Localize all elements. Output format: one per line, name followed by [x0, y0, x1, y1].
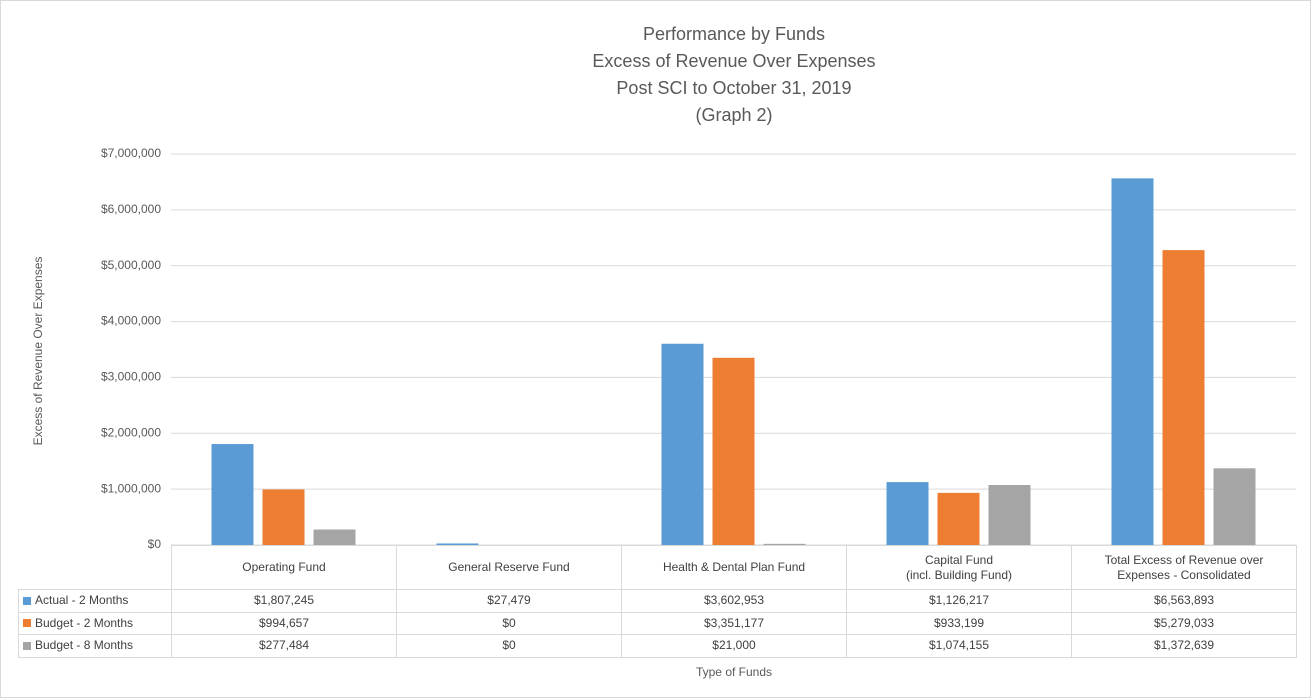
bar — [313, 529, 356, 545]
bar — [937, 492, 980, 545]
table-value-text: $5,279,033 — [1153, 615, 1215, 630]
table-value: $0 — [396, 634, 622, 658]
x-tick-label-text: Operating Fund — [242, 560, 326, 574]
table-value: $3,602,953 — [621, 589, 847, 613]
chart-title: Excess of Revenue Over Expenses — [592, 51, 875, 71]
bar — [763, 543, 806, 545]
table-value-text: $994,657 — [258, 615, 310, 630]
bar — [712, 357, 755, 545]
x-tick-label: Capital Fund (incl. Building Fund) — [846, 545, 1072, 590]
bar — [661, 343, 704, 545]
table-value-text: $1,074,155 — [928, 638, 990, 653]
table-value: $1,807,245 — [171, 589, 397, 613]
x-tick-label: Operating Fund — [171, 545, 397, 590]
table-value: $1,372,639 — [1071, 634, 1297, 658]
table-value: $994,657 — [171, 611, 397, 635]
table-value-text: $27,479 — [487, 593, 531, 608]
table-value-text: $1,372,639 — [1153, 638, 1215, 653]
table-value-text: $933,199 — [933, 615, 985, 630]
table-value: $21,000 — [621, 634, 847, 658]
x-tick-label-text: Health & Dental Plan Fund — [662, 560, 806, 574]
x-tick-label: Health & Dental Plan Fund — [621, 545, 847, 590]
legend-label: Actual - 2 Months — [35, 593, 129, 608]
bar — [262, 489, 305, 545]
table-value: $0 — [396, 611, 622, 635]
table-value: $1,074,155 — [846, 634, 1072, 658]
y-axis-title: Excess of Revenue Over Expenses — [31, 257, 45, 446]
x-axis-title: Type of Funds — [696, 665, 772, 679]
table-value-text: $0 — [502, 638, 516, 653]
y-tick-label: $5,000,000 — [101, 258, 161, 272]
table-value: $277,484 — [171, 634, 397, 658]
table-value: $1,126,217 — [846, 589, 1072, 613]
table-value-text: $3,351,177 — [703, 615, 765, 630]
table-value-text: $1,807,245 — [253, 593, 315, 608]
y-tick-label: $2,000,000 — [101, 425, 161, 439]
chart-title: (Graph 2) — [695, 105, 772, 125]
chart-title: Performance by Funds — [643, 24, 825, 44]
legend-item: Actual - 2 Months — [18, 589, 172, 613]
bar — [1162, 250, 1205, 545]
table-value: $6,563,893 — [1071, 589, 1297, 613]
y-tick-label: $3,000,000 — [101, 370, 161, 384]
table-value: $27,479 — [396, 589, 622, 613]
table-value: $933,199 — [846, 611, 1072, 635]
bar — [988, 485, 1031, 545]
chart-title: Post SCI to October 31, 2019 — [616, 78, 851, 98]
table-value-text: $21,000 — [712, 638, 756, 653]
x-tick-label-text: Total Excess of Revenue over Expenses - … — [1104, 552, 1264, 582]
y-tick-label: $4,000,000 — [101, 314, 161, 328]
table-value-text: $1,126,217 — [928, 593, 990, 608]
bar — [1111, 178, 1154, 546]
x-tick-label-text: Capital Fund (incl. Building Fund) — [905, 552, 1013, 582]
table-value-text: $6,563,893 — [1153, 593, 1215, 608]
bar — [436, 543, 479, 545]
legend-key — [23, 596, 31, 605]
table-value-text: $277,484 — [258, 638, 310, 653]
x-tick-label-text: General Reserve Fund — [448, 560, 570, 574]
legend-item: Budget - 2 Months — [18, 611, 172, 635]
legend-item: Budget - 8 Months — [18, 634, 172, 658]
legend-label: Budget - 8 Months — [35, 638, 134, 653]
table-value: $5,279,033 — [1071, 611, 1297, 635]
bar — [1213, 468, 1256, 545]
x-tick-label: Total Excess of Revenue over Expenses - … — [1071, 545, 1297, 590]
bar — [886, 482, 929, 545]
y-tick-label: $7,000,000 — [101, 146, 161, 160]
y-tick-label: $1,000,000 — [101, 481, 161, 495]
table-value-text: $3,602,953 — [703, 593, 765, 608]
legend-key — [23, 619, 31, 628]
bar — [211, 444, 254, 545]
x-tick-label: General Reserve Fund — [396, 545, 622, 590]
table-value-text: $0 — [502, 615, 516, 630]
legend-key — [23, 641, 31, 650]
y-tick-label: $0 — [148, 537, 162, 551]
legend-label: Budget - 2 Months — [35, 615, 134, 630]
y-tick-label: $6,000,000 — [101, 202, 161, 216]
table-value: $3,351,177 — [621, 611, 847, 635]
